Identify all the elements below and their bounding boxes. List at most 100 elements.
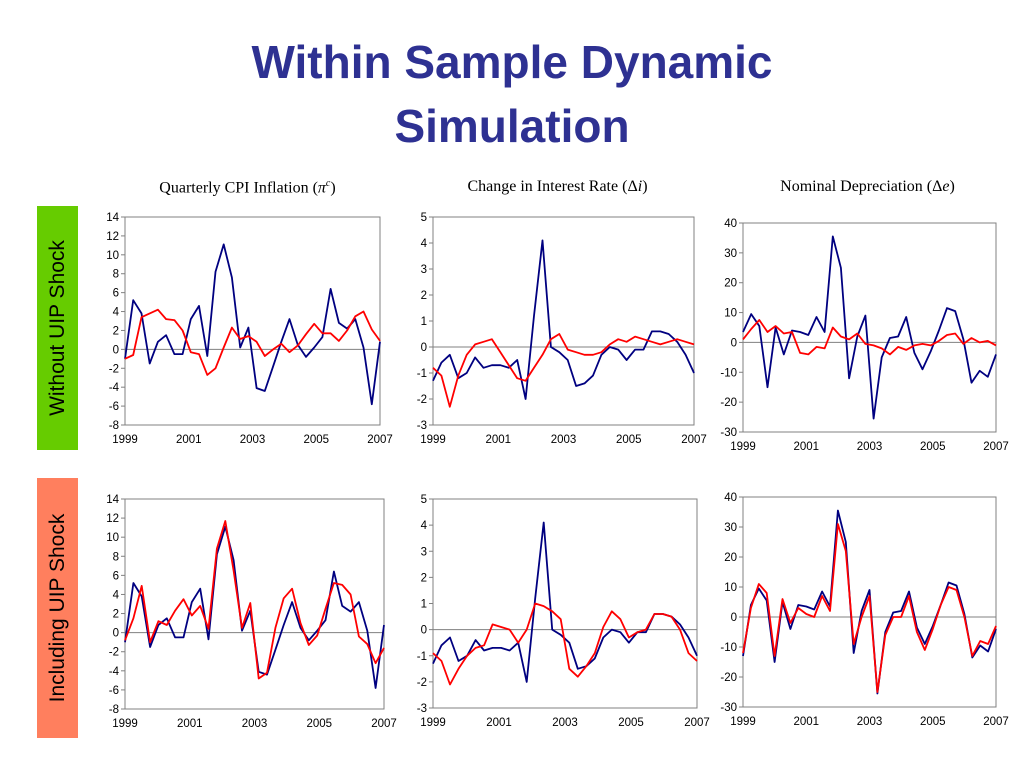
x-tick-label: 1999	[112, 434, 138, 446]
x-tick-label: 2003	[552, 717, 578, 729]
y-tick-label: 0	[113, 344, 119, 356]
column-title-depreciation: Nominal Depreciation (Δe)	[725, 178, 1010, 196]
x-tick-label: 1999	[420, 717, 446, 729]
y-tick-label: -10	[720, 642, 737, 654]
x-tick-label: 2007	[371, 718, 397, 730]
x-tick-label: 2005	[616, 434, 642, 446]
x-tick-label: 2005	[303, 434, 329, 446]
variable-e: e	[942, 178, 950, 195]
series-line-red	[124, 308, 381, 376]
y-tick-label: 30	[724, 522, 737, 534]
y-tick-label: 5	[421, 494, 427, 506]
x-tick-label: 2001	[486, 717, 512, 729]
pi-symbol: π	[317, 179, 326, 197]
x-tick-label: 2003	[242, 718, 268, 730]
y-tick-label: -20	[720, 672, 737, 684]
delta-symbol: Δ	[932, 178, 943, 195]
y-tick-label: 1	[421, 316, 427, 328]
plot-area	[432, 498, 698, 709]
y-tick-label: -1	[417, 368, 427, 380]
series-line-blue	[432, 239, 695, 400]
y-tick-label: 6	[113, 570, 119, 582]
plot-area	[124, 498, 385, 710]
y-tick-label: -4	[109, 382, 120, 394]
y-tick-label: 5	[421, 212, 427, 224]
y-tick-label: -1	[417, 651, 427, 663]
y-tick-label: -8	[109, 420, 119, 432]
y-tick-label: 10	[724, 582, 737, 594]
y-tick-label: 14	[106, 494, 119, 506]
x-tick-label: 2003	[551, 434, 577, 446]
y-tick-label: 4	[421, 520, 428, 532]
x-tick-label: 2005	[920, 441, 946, 453]
x-tick-label: 2001	[485, 434, 511, 446]
chart-interest-including-uip: -3 -2 -1 0 1 2 3 4 5 1999 2001 2003 2005 2007	[417, 494, 710, 729]
y-tick-label: 1	[421, 599, 427, 611]
column-title-close: )	[330, 179, 336, 197]
series-line-red	[742, 523, 997, 693]
superscript-c: c	[325, 178, 331, 189]
slide-title-line-2: Simulation	[394, 100, 630, 152]
y-tick-label: -20	[720, 397, 737, 409]
y-tick-label: 20	[724, 552, 737, 564]
y-tick-label: 2	[113, 609, 119, 621]
y-tick-label: 20	[724, 278, 737, 290]
chart-cpi-without-uip: -8 -6 -4 -2 0 2 4 6 8 10 12 14 1999 2001 2003 2005 2007	[106, 212, 393, 446]
y-tick-label: -8	[109, 704, 119, 716]
x-tick-label: 2007	[983, 716, 1009, 728]
series-line-red	[432, 602, 698, 686]
y-tick-label: 0	[731, 612, 737, 624]
row-label-text: Without UIP Shock	[45, 240, 69, 416]
y-tick-label: 2	[113, 325, 119, 337]
y-tick-label: 30	[724, 248, 737, 260]
y-tick-label: 0	[113, 628, 119, 640]
x-tick-label: 2001	[793, 441, 819, 453]
chart-cpi-including-uip: -8 -6 -4 -2 0 2 4 6 8 10 12 14 1999 2001 2003 2005 2007	[106, 494, 397, 730]
column-title-close: )	[642, 178, 648, 195]
y-tick-label: -6	[109, 685, 119, 697]
chart-depreciation-including-uip: -30 -20 -10 0 10 20 30 40 1999 2001 2003 2005 2007	[720, 492, 1009, 728]
x-tick-label: 2007	[684, 717, 710, 729]
y-tick-label: 12	[106, 231, 119, 243]
series-line-blue	[742, 235, 997, 420]
x-tick-label: 1999	[730, 716, 756, 728]
x-tick-label: 2007	[681, 434, 707, 446]
column-title-close: )	[949, 178, 955, 195]
y-tick-label: 40	[724, 492, 737, 504]
column-title-text: Nominal Depreciation (	[780, 178, 933, 195]
series-line-blue	[124, 243, 381, 406]
delta-symbol: Δ	[627, 178, 638, 195]
chart-depreciation-without-uip: -30 -20 -10 0 10 20 30 40 1999 2001 2003 2005 2007	[720, 218, 1009, 453]
series-line-red	[432, 333, 695, 408]
x-tick-label: 2001	[793, 716, 819, 728]
x-tick-label: 2001	[177, 718, 203, 730]
y-tick-label: 3	[421, 264, 427, 276]
column-title-cpi-inflation: Quarterly CPI Inflation (πc)	[105, 178, 390, 197]
y-tick-label: 10	[106, 532, 119, 544]
slide-title-line-1: Within Sample Dynamic	[251, 36, 773, 88]
x-tick-label: 2003	[857, 441, 883, 453]
y-tick-label: -6	[109, 401, 119, 413]
y-tick-label: 2	[421, 290, 427, 302]
y-tick-label: 0	[421, 342, 427, 354]
x-tick-label: 2003	[240, 434, 266, 446]
x-tick-label: 1999	[730, 441, 756, 453]
y-tick-label: 6	[113, 288, 119, 300]
plot-area	[124, 216, 381, 426]
x-tick-label: 2005	[618, 717, 644, 729]
y-tick-label: -4	[109, 666, 120, 678]
x-tick-label: 2007	[983, 441, 1009, 453]
x-tick-label: 2005	[306, 718, 332, 730]
series-line-red	[124, 520, 385, 680]
series-line-red	[742, 319, 997, 356]
y-tick-label: -30	[720, 702, 737, 714]
row-label-without-uip: Without UIP Shock	[37, 206, 78, 450]
x-tick-label: 1999	[112, 718, 138, 730]
y-tick-label: 12	[106, 513, 119, 525]
x-tick-label: 2001	[176, 434, 202, 446]
plot-area	[432, 216, 695, 426]
plot-area	[742, 222, 997, 433]
row-label-text: Including UIP Shock	[45, 513, 69, 703]
row-label-including-uip: Including UIP Shock	[37, 478, 78, 738]
y-tick-label: -2	[109, 647, 119, 659]
